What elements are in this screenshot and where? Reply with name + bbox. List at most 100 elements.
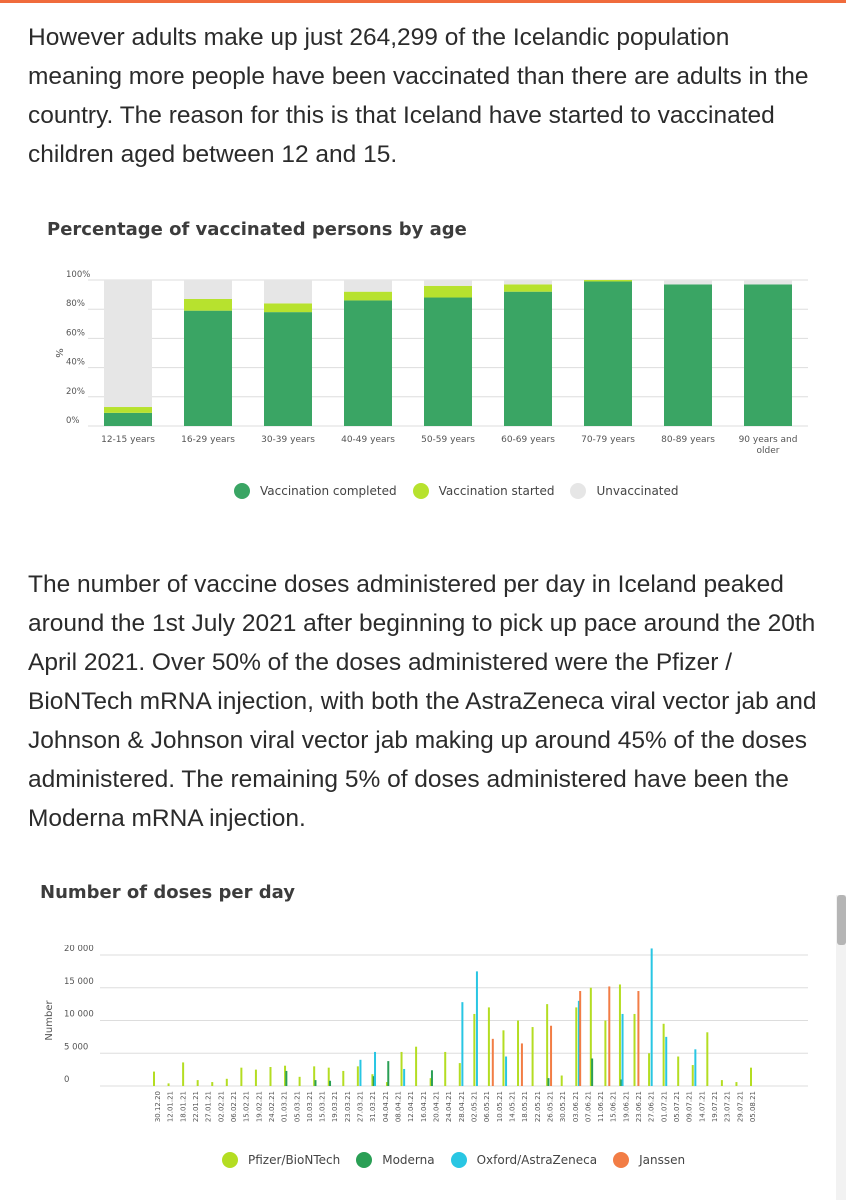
y-tick-label: 0% [66,416,80,426]
bar-oxford-astrazeneca [461,1002,464,1086]
x-tick-label: 60-69 years [501,435,555,445]
bar-pfizer-biontech [313,1066,316,1086]
bar-pfizer-biontech [662,1023,665,1086]
x-tick-label: 14.07.21 [698,1091,706,1122]
x-tick-label: 29.07.21 [736,1091,744,1122]
bar-pfizer-biontech [735,1082,738,1086]
x-tick-label: 18.05.21 [521,1091,529,1122]
bar-pfizer-biontech [356,1066,359,1086]
legend-item-unvaccinated[interactable]: Unvaccinated [570,483,679,499]
bar-segment-vaccination-completed [424,297,472,426]
bar-janssen [550,1025,553,1086]
bar-segment-unvaccinated [264,280,312,304]
x-tick-label: 05.03.21 [293,1091,301,1122]
bar-segment-unvaccinated [744,280,792,285]
bar-segment-vaccination-completed [264,312,312,426]
legend-item-janssen[interactable]: Janssen [613,1152,685,1168]
legend-item-completed[interactable]: Vaccination completed [234,483,397,499]
bar-moderna [285,1070,288,1086]
x-tick-label: 18.01.21 [179,1091,187,1122]
legend-item-moderna[interactable]: Moderna [356,1152,435,1168]
bar-moderna [430,1070,433,1086]
legend-dot-janssen-icon [613,1152,630,1168]
x-tick-label: older [757,446,780,456]
legend-label-unvaccinated: Unvaccinated [596,484,679,498]
bar-pfizer-biontech [546,1004,549,1086]
bar-pfizer-biontech [458,1063,461,1086]
x-tick-label: 09.07.21 [686,1091,694,1122]
x-tick-label: 23.07.21 [724,1091,732,1122]
x-tick-label: 24.04.21 [445,1091,453,1122]
x-tick-label: 27.03.21 [357,1091,365,1122]
doses-chart-title: Number of doses per day [40,882,295,903]
bar-pfizer-biontech [604,1020,607,1086]
x-tick-label: 16.04.21 [420,1091,428,1122]
legend-label-oxford: Oxford/AstraZeneca [476,1153,598,1167]
scrollbar-thumb[interactable] [837,895,846,945]
y-tick-label: 80% [66,299,85,309]
legend-label-completed: Vaccination completed [260,484,397,498]
bar-segment-vaccination-started [584,280,632,282]
bar-segment-unvaccinated [504,280,552,285]
y-tick-label: 15 000 [64,977,94,987]
x-tick-label: 02.05.21 [470,1091,478,1122]
bar-segment-vaccination-completed [104,412,152,426]
x-tick-label: 07.06.21 [584,1091,592,1122]
bar-segment-vaccination-started [504,284,552,292]
bar-pfizer-biontech [225,1078,228,1086]
bar-janssen [637,991,640,1086]
bar-segment-vaccination-completed [664,284,712,426]
x-tick-label: 27.01.21 [205,1091,213,1122]
x-tick-label: 11.06.21 [597,1091,605,1122]
bar-pfizer-biontech [327,1067,330,1086]
legend-label-pfizer: Pfizer/BioNTech [248,1153,341,1167]
x-tick-label: 90 years and [739,435,798,445]
x-tick-label: 06.02.21 [230,1091,238,1122]
y-tick-label: 60% [66,328,85,338]
legend-item-pfizer[interactable]: Pfizer/BioNTech [222,1152,340,1168]
x-tick-label: 16-29 years [181,435,235,445]
legend-dot-moderna-icon [356,1152,373,1168]
bar-pfizer-biontech [182,1062,185,1086]
bar-oxford-astrazeneca [359,1059,362,1086]
bar-oxford-astrazeneca [665,1036,668,1086]
bar-moderna [314,1080,317,1086]
bar-pfizer-biontech [648,1053,651,1086]
x-tick-label: 27.06.21 [648,1091,656,1122]
bar-pfizer-biontech [415,1046,418,1086]
intro-paragraph: However adults make up just 264,299 of t… [28,24,809,168]
x-tick-label: 31.03.21 [369,1091,377,1122]
bar-segment-unvaccinated [424,280,472,286]
top-accent-line [0,0,846,3]
bar-segment-unvaccinated [104,280,152,408]
age-chart-legend: Vaccination completed Vaccination starte… [234,483,695,499]
bar-janssen [608,986,611,1086]
bar-pfizer-biontech [677,1056,680,1086]
legend-item-started[interactable]: Vaccination started [412,483,554,499]
x-tick-label: 23.03.21 [344,1091,352,1122]
x-tick-label: 15.03.21 [319,1091,327,1122]
bar-pfizer-biontech [473,1013,476,1086]
x-tick-label: 04.04.21 [382,1091,390,1122]
legend-label-moderna: Moderna [382,1153,435,1167]
legend-dot-pfizer-icon [222,1152,238,1168]
y-tick-label: 40% [66,358,85,368]
y-tick-label: 100% [66,270,90,280]
scrollbar-track[interactable] [836,895,846,1200]
bar-pfizer-biontech [487,1007,490,1086]
doses-paragraph: The number of vaccine doses administered… [28,571,817,832]
y-tick-label: 0 [64,1075,69,1085]
legend-dot-unvaccinated-icon [570,483,587,499]
bar-moderna [387,1061,390,1086]
bar-segment-vaccination-completed [344,300,392,426]
y-tick-label: 20 000 [64,945,94,954]
bar-moderna [547,1078,550,1086]
legend-item-oxford[interactable]: Oxford/AstraZeneca [450,1152,598,1168]
bar-pfizer-biontech [720,1080,723,1086]
y-tick-label: 20% [66,387,85,397]
x-tick-label: 80-89 years [661,435,715,445]
x-tick-label: 15.06.21 [610,1091,618,1122]
bar-pfizer-biontech [240,1067,243,1086]
bar-pfizer-biontech [691,1065,694,1086]
bar-pfizer-biontech [269,1067,272,1086]
